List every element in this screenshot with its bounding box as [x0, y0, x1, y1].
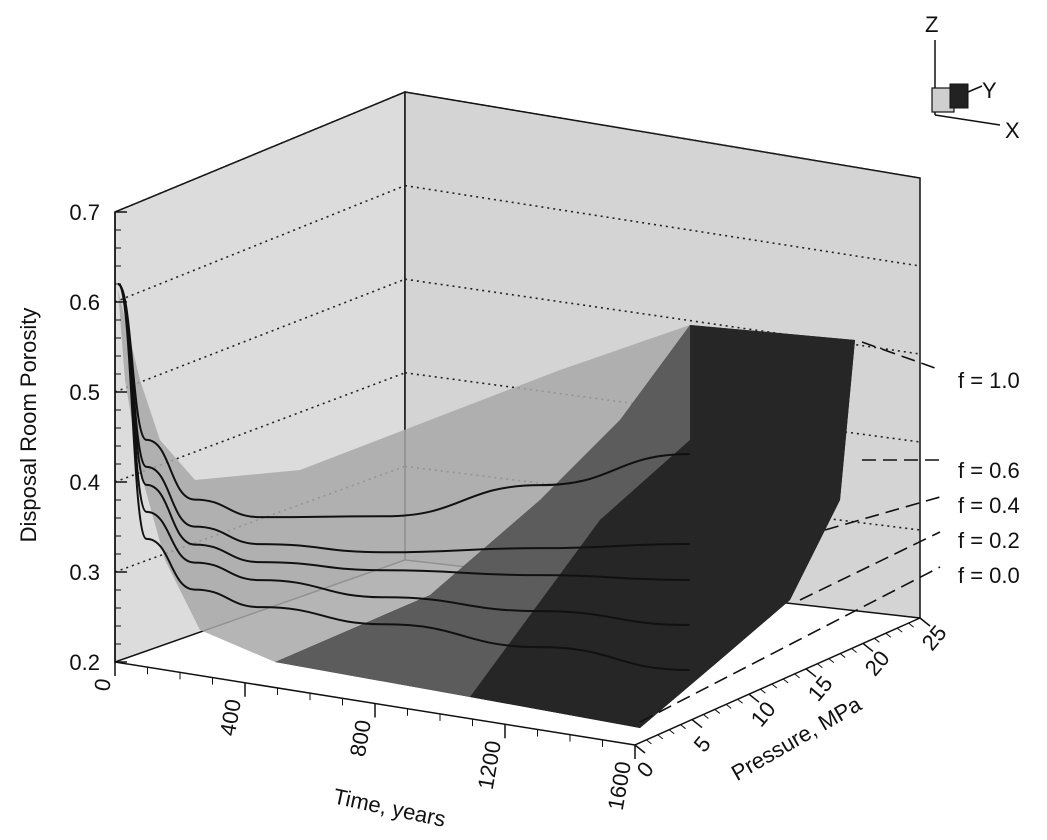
- z-tick-label: 0.4: [69, 470, 100, 495]
- x-axis-title: Time, years: [331, 784, 448, 832]
- grid-line-left: [114, 91, 406, 213]
- y-minor-tick: [805, 668, 812, 674]
- z-tick-label: 0.2: [69, 650, 100, 675]
- y-minor-tick: [851, 648, 857, 653]
- x-tick-label: 400: [215, 697, 246, 738]
- legend-leader: [861, 341, 936, 369]
- y-tick-label: 5: [689, 731, 716, 756]
- z-axis-title: Disposal Room Porosity: [16, 308, 41, 543]
- y-minor-tick: [725, 703, 732, 709]
- legend-label: f = 1.0: [958, 368, 1020, 393]
- y-minor-tick: [828, 658, 835, 664]
- z-tick-label: 0.5: [69, 380, 100, 405]
- legend-label: f = 0.2: [958, 528, 1020, 553]
- series-curve: [117, 283, 691, 581]
- y-minor-tick: [748, 693, 755, 699]
- x-tick-label: 800: [345, 718, 376, 759]
- y-minor-tick: [714, 709, 721, 714]
- legend-label: f = 0.4: [958, 493, 1020, 518]
- y-minor-tick: [839, 653, 846, 658]
- y-minor-tick: [634, 744, 641, 750]
- triad-x-label: X: [1005, 118, 1020, 143]
- y-minor-tick: [691, 719, 698, 724]
- y-minor-tick: [919, 617, 926, 623]
- y-minor-tick: [657, 734, 664, 740]
- axis-triad: Z Y X: [925, 12, 1020, 143]
- y-minor-tick: [771, 683, 778, 689]
- x-tick-label: 0: [89, 677, 116, 693]
- y-minor-tick: [862, 643, 869, 648]
- y-minor-tick: [896, 627, 903, 633]
- series-curves: [117, 283, 691, 671]
- y-minor-tick: [908, 622, 914, 628]
- z-tick-label: 0.6: [69, 290, 100, 315]
- y-minor-tick: [885, 632, 892, 638]
- y-minor-tick: [680, 724, 686, 730]
- series-labels: f = 1.0 f = 0.6 f = 0.4 f = 0.2 f = 0.0: [639, 341, 1020, 723]
- z-tick-label: 0.3: [69, 560, 100, 585]
- y-tick-label: 10: [746, 697, 781, 732]
- series-curve: [117, 283, 691, 626]
- series-curve: [117, 283, 691, 554]
- surface-light-region: [118, 290, 690, 662]
- legend-leader: [639, 566, 941, 723]
- legend-label: f = 0.0: [958, 563, 1020, 588]
- grid-line-left: [114, 278, 406, 393]
- series-curve: [117, 283, 691, 519]
- y-minor-tick: [760, 688, 766, 694]
- z-axis-ticks: 0.2 0.3 0.4 0.5 0.6 0.7: [69, 200, 127, 675]
- z-tick-label: 0.7: [69, 200, 100, 225]
- y-tick-label: 15: [803, 671, 838, 706]
- y-minor-tick: [737, 698, 743, 704]
- y-tick-label: 20: [860, 646, 895, 681]
- x-tick-label: 1200: [473, 739, 506, 792]
- y-minor-tick: [874, 637, 880, 643]
- surface-front-face: [470, 325, 855, 728]
- floor-right-edge: [634, 617, 921, 746]
- y-minor-tick: [794, 673, 800, 679]
- legend-label: f = 0.6: [958, 458, 1020, 483]
- triad-z-label: Z: [925, 12, 938, 37]
- y-minor-tick: [703, 714, 709, 719]
- y-minor-tick: [817, 663, 823, 669]
- y-axis-title: Pressure, MPa: [727, 691, 866, 786]
- y-tick-label: 25: [917, 620, 952, 655]
- grid-line-left: [114, 372, 406, 483]
- y-tick-label: 0: [632, 757, 659, 782]
- y-minor-tick: [782, 678, 789, 684]
- legend-leader: [799, 531, 941, 601]
- y-minor-tick: [668, 729, 675, 735]
- y-minor-tick: [646, 739, 652, 745]
- series-curve: [117, 283, 691, 671]
- surface-mid-region: [275, 325, 690, 697]
- grid-line-left: [114, 184, 406, 303]
- x-tick-label: 1600: [603, 760, 636, 813]
- triad-y-label: Y: [982, 78, 997, 103]
